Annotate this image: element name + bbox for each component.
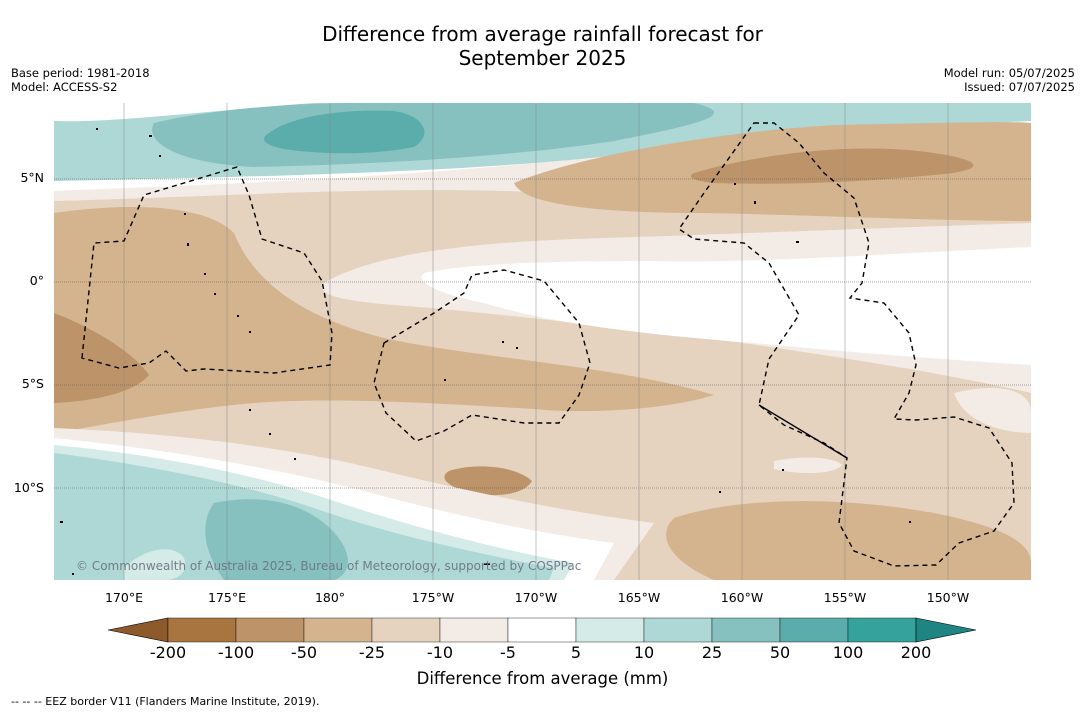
colorbar-arrow-high [915, 617, 977, 643]
cb-tick-1: -100 [217, 643, 255, 662]
issued-date: Issued: 07/07/2025 [964, 80, 1075, 94]
meta-left: Base period: 1981-2018 Model: ACCESS-S2 [11, 66, 150, 94]
colorbar-swatch [711, 617, 781, 643]
title-line-1: Difference from average rainfall forecas… [322, 22, 763, 46]
title-line-2: September 2025 [458, 46, 627, 70]
south-wet-patch [124, 549, 186, 580]
lon-label-175e: 175°E [207, 590, 246, 605]
lon-label-165w: 165°W [617, 590, 661, 605]
colorbar-swatch [371, 617, 441, 643]
base-period: Base period: 1981-2018 [11, 66, 150, 80]
island-specks [60, 128, 911, 575]
cb-tick-7: 10 [633, 643, 655, 662]
dry-southeast [666, 501, 1031, 580]
colorbar-swatch [575, 617, 645, 643]
colorbar-swatch [235, 617, 305, 643]
lon-label-170e: 170°E [104, 590, 143, 605]
cb-tick-3: -25 [358, 643, 386, 662]
east-wet-patch [954, 387, 1031, 433]
model-name: Model: ACCESS-S2 [11, 80, 118, 94]
cb-tick-6: 5 [570, 643, 582, 662]
map-title: Difference from average rainfall forecas… [0, 22, 1085, 70]
colorbar-swatch [167, 617, 237, 643]
eez-legend-footer: -- -- -- EEZ border V11 (Flanders Marine… [11, 695, 320, 708]
south-dry-band [54, 207, 714, 433]
lat-label-5s: 5°S [21, 376, 44, 391]
lon-label-175w: 175°W [411, 590, 455, 605]
eez-borders [81, 122, 1015, 567]
lon-label-150w: 150°W [926, 590, 970, 605]
lon-label-180: 180° [314, 590, 346, 605]
colorbar-swatch [439, 617, 509, 643]
lon-label-170w: 170°W [514, 590, 558, 605]
cb-tick-10: 100 [832, 643, 864, 662]
colorbar-swatches [107, 617, 977, 643]
lat-label-10s: 10°S [13, 480, 44, 495]
copyright-notice: © Commonwealth of Australia 2025, Bureau… [76, 559, 582, 573]
lat-label-5n: 5°N [20, 170, 44, 185]
cb-tick-11: 200 [900, 643, 932, 662]
cb-tick-2: -50 [290, 643, 318, 662]
small-wet-patch [774, 457, 842, 474]
lon-label-155w: 155°W [823, 590, 867, 605]
eez-solid-segment [758, 404, 848, 459]
cb-tick-8: 25 [701, 643, 723, 662]
meta-right: Model run: 05/07/2025 Issued: 07/07/2025 [944, 66, 1075, 94]
colorbar-swatch [779, 617, 849, 643]
south-wet-contour-25 [205, 499, 348, 580]
model-run: Model run: 05/07/2025 [943, 66, 1075, 80]
colorbar-swatch [303, 617, 373, 643]
lon-label-160w: 160°W [720, 590, 764, 605]
dry-northeast-core [690, 148, 974, 184]
south-dry-core-west [54, 313, 149, 403]
colorbar-swatch [847, 617, 917, 643]
cb-tick-5: -5 [500, 643, 516, 662]
colorbar-arrow-low [107, 617, 169, 643]
cb-tick-4: -10 [426, 643, 454, 662]
north-wet-contour-50 [264, 110, 425, 154]
equatorial-neutral-tongue [421, 247, 1031, 365]
cb-tick-9: 50 [769, 643, 791, 662]
cb-tick-0: -200 [149, 643, 187, 662]
colorbar-swatch [507, 617, 577, 643]
colorbar-swatch [643, 617, 713, 643]
colorbar-label: Difference from average (mm) [416, 669, 669, 688]
rainfall-map [54, 103, 1031, 580]
grid-lines [54, 103, 1031, 580]
lat-label-0: 0° [29, 273, 44, 288]
colorbar [107, 616, 978, 648]
